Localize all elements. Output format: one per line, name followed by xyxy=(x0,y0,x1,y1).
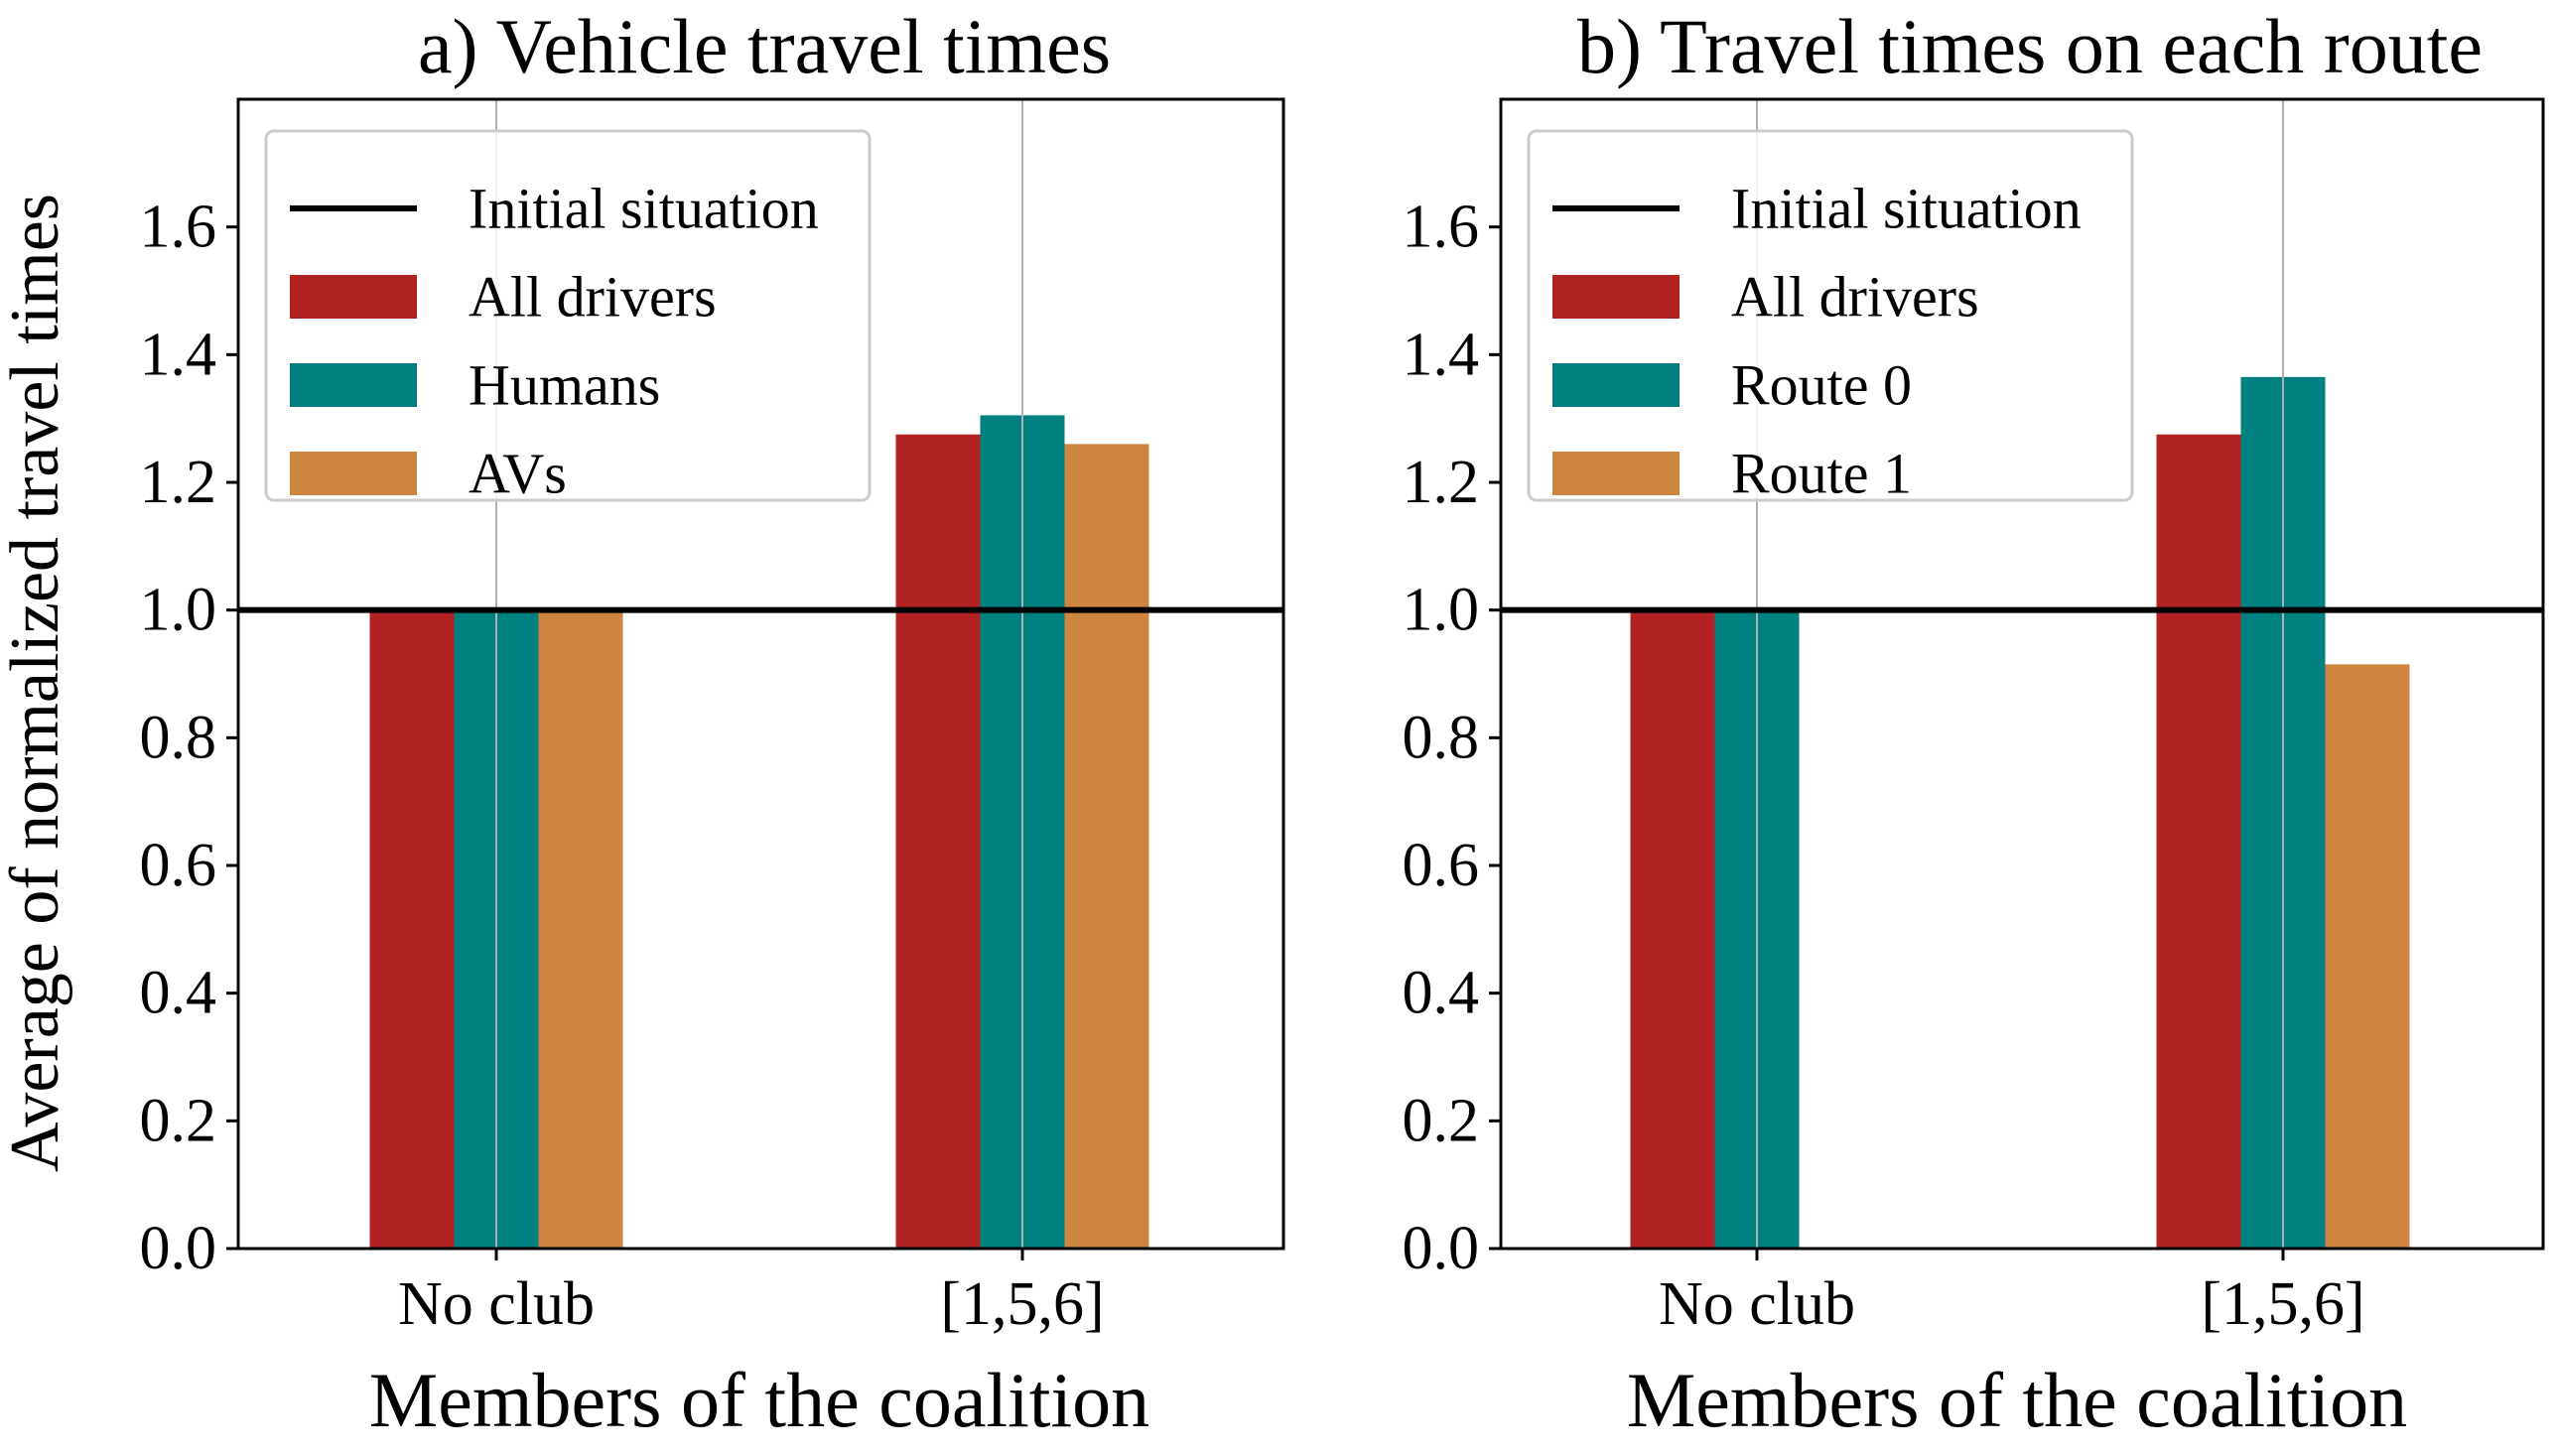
legend-swatch-route-0 xyxy=(1552,363,1680,407)
figure-y-axis-label: Average of normalized travel times xyxy=(0,194,73,1172)
legend-label-initial-situation: Initial situation xyxy=(1731,177,2082,241)
x-tick-label: [1,5,6] xyxy=(940,1270,1104,1338)
panel-a: 0.0 0.2 0.4 0.6 0.8 1.0 1.2 1.4 1.6 No club [1,5,… xyxy=(140,3,1285,1443)
y-tick-label: 1.0 xyxy=(140,577,217,644)
y-tick-label: 0.6 xyxy=(140,832,217,899)
bar-all-drivers-0 xyxy=(369,609,455,1249)
bar-all-drivers-1 xyxy=(2156,434,2241,1249)
bar-all-drivers-0 xyxy=(1630,609,1715,1249)
axes-frame xyxy=(1499,97,2545,1251)
legend-swatch-all-drivers xyxy=(1552,275,1680,319)
bar-avs-1 xyxy=(1064,444,1149,1249)
panel-b: 0.0 0.2 0.4 0.6 0.8 1.0 1.2 1.4 1.6 No club [1,5,… xyxy=(1403,3,2545,1443)
y-tick-label: 1.2 xyxy=(140,449,217,516)
y-tick-label: 1.6 xyxy=(1403,194,1480,261)
y-tick-label: 1.6 xyxy=(140,194,217,261)
y-tick-label: 1.4 xyxy=(140,321,217,388)
legend-swatch-route-1 xyxy=(1552,452,1680,495)
panel-title: a) Vehicle travel times xyxy=(418,3,1111,89)
legend-swatch-all-drivers xyxy=(290,275,417,319)
x-axis-label: Members of the coalition xyxy=(369,1357,1149,1443)
axes-frame xyxy=(236,97,1285,1251)
x-tick-label: No club xyxy=(398,1270,595,1338)
legend-swatch-humans xyxy=(290,363,417,407)
legend-box xyxy=(1527,129,2134,502)
x-tick-label: No club xyxy=(1659,1270,1855,1338)
legend-label-all-drivers: All drivers xyxy=(1731,265,1979,330)
legend-label-humans: Humans xyxy=(469,353,660,418)
legend: Initial situation All drivers Humans AVs xyxy=(264,129,872,506)
y-tick-label: 0.0 xyxy=(140,1215,217,1282)
legend-box xyxy=(264,129,872,502)
y-tick-label: 0.4 xyxy=(1403,960,1480,1027)
bar-route-1-1 xyxy=(2325,664,2410,1249)
y-tick-label: 1.2 xyxy=(1403,449,1480,516)
y-tick-label: 0.4 xyxy=(140,960,217,1027)
legend-swatch-avs xyxy=(290,452,417,495)
y-tick-label: 1.4 xyxy=(1403,321,1480,388)
bar-all-drivers-1 xyxy=(895,434,981,1249)
y-tick-label: 0.0 xyxy=(1403,1215,1480,1282)
legend-label-all-drivers: All drivers xyxy=(469,265,717,330)
y-tick-label: 0.2 xyxy=(140,1087,217,1154)
panel-title: b) Travel times on each route xyxy=(1577,3,2483,89)
bar-avs-0 xyxy=(538,609,623,1249)
y-tick-label: 0.2 xyxy=(1403,1087,1480,1154)
y-tick-label: 1.0 xyxy=(1403,577,1480,644)
legend: Initial situation All drivers Route 0 Route… xyxy=(1527,129,2134,506)
y-tick-label: 0.6 xyxy=(1403,832,1480,899)
legend-label-route-1: Route 1 xyxy=(1731,442,1912,506)
y-tick-label: 0.8 xyxy=(1403,704,1480,771)
x-tick-label: [1,5,6] xyxy=(2201,1270,2364,1338)
legend-label-route-0: Route 0 xyxy=(1731,353,1912,418)
y-tick-label: 0.8 xyxy=(140,704,217,771)
legend-label-initial-situation: Initial situation xyxy=(469,177,819,241)
legend-label-avs: AVs xyxy=(469,442,567,506)
x-axis-label: Members of the coalition xyxy=(1627,1357,2407,1443)
